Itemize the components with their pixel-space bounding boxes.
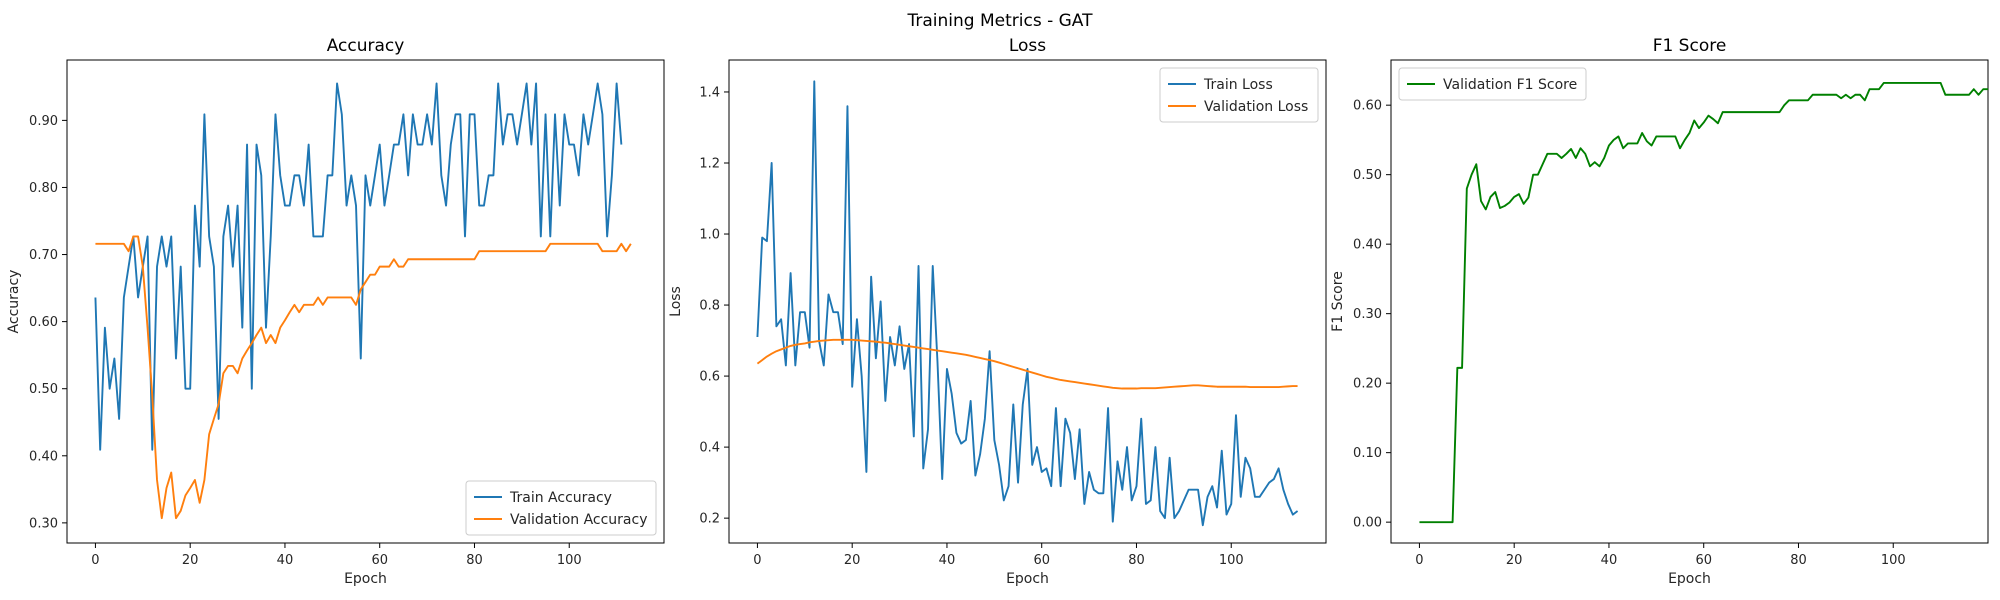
accuracy-y-axis-label: Accuracy [6,270,22,334]
train-accuracy-legend-label: Train Accuracy [509,490,612,506]
loss-y-tick-label: 0.6 [699,370,720,385]
loss-panel: 0 20 40 60 80 100 0.2 0.4 0.6 0.8 1.0 1.2 1.4 Epoch Lo… [668,36,1327,587]
accuracy-x-tick-label: 40 [277,553,294,568]
accuracy-x-tick-label: 0 [91,553,99,568]
loss-y-tick-label: 1.0 [699,228,720,243]
loss-x-axis-label: Epoch [1006,571,1049,587]
accuracy-y-tick-label: 0.80 [29,181,58,196]
accuracy-y-tick-label: 0.50 [29,382,58,397]
f1-score-x-axis-label: Epoch [1668,571,1711,587]
loss-legend-box [1159,67,1319,123]
f1-score-y-tick-label: 0.50 [1353,168,1382,183]
validation-f1-score-line [1419,81,1988,524]
accuracy-x-tick-label: 100 [557,553,582,568]
f1-score-y-tick-label: 0.20 [1353,377,1382,392]
train-accuracy-line [94,82,623,451]
accuracy-y-tick-label: 0.40 [29,449,58,464]
train-loss-line [756,80,1299,527]
accuracy-legend: Train Accuracy Validation Accuracy [465,480,657,536]
validation-f1-score-legend-label: Validation F1 Score [1443,77,1577,93]
loss-panel-title: Loss [1009,36,1046,56]
loss-x-tick-label: 40 [939,553,956,568]
accuracy-y-tick-label: 0.60 [29,315,58,330]
loss-y-tick-label: 0.2 [699,512,720,527]
accuracy-y-tick-label: 0.70 [29,248,58,263]
accuracy-y-tick-label: 0.30 [29,516,58,531]
loss-x-tick-label: 20 [844,553,861,568]
loss-x-tick-label: 100 [1219,553,1244,568]
loss-y-tick-label: 1.2 [699,156,720,171]
f1-score-legend: Validation F1 Score [1398,67,1587,101]
f1-score-x-tick-label: 40 [1601,553,1618,568]
figure-suptitle: Training Metrics - GAT [907,11,1094,31]
f1-score-x-tick-label: 0 [1415,553,1423,568]
accuracy-x-tick-label: 20 [182,553,199,568]
validation-accuracy-legend-label: Validation Accuracy [510,512,648,528]
f1-score-x-tick-label: 20 [1506,553,1523,568]
f1-score-x-tick-label: 100 [1881,553,1906,568]
f1-score-x-tick-label: 60 [1695,553,1712,568]
validation-loss-legend-label: Validation Loss [1204,99,1308,115]
accuracy-panel: 0 20 40 60 80 100 0.30 0.40 0.50 0.60 0.70 0.80 0.90… [6,36,665,587]
accuracy-axes-frame [66,59,665,544]
loss-legend: Train Loss Validation Loss [1159,67,1319,123]
train-loss-legend-label: Train Loss [1203,77,1273,93]
f1-score-y-tick-label: 0.00 [1353,516,1382,531]
loss-y-axis-label: Loss [668,286,684,317]
loss-x-tick-label: 60 [1033,553,1050,568]
f1-score-axes-frame [1390,59,1989,544]
f1-score-y-tick-label: 0.40 [1353,238,1382,253]
f1-score-y-tick-label: 0.60 [1353,99,1382,114]
accuracy-x-tick-label: 80 [466,553,483,568]
accuracy-panel-title: Accuracy [327,36,405,56]
f1-score-panel-title: F1 Score [1653,36,1727,56]
accuracy-legend-box [465,480,657,536]
f1-score-y-axis-label: F1 Score [1330,271,1346,332]
f1-score-panel: 0 20 40 60 80 100 0.00 0.10 0.20 0.30 0.40 0.50 0.60… [1330,36,1989,587]
accuracy-x-tick-label: 60 [371,553,388,568]
loss-y-tick-label: 1.4 [699,85,720,100]
f1-score-x-tick-label: 80 [1790,553,1807,568]
f1-score-y-tick-label: 0.30 [1353,307,1382,322]
loss-x-tick-label: 0 [753,553,761,568]
loss-y-tick-label: 0.8 [699,299,720,314]
accuracy-x-axis-label: Epoch [344,571,387,587]
validation-loss-line [756,338,1298,390]
f1-score-legend-box [1398,67,1587,101]
validation-accuracy-line [95,235,632,520]
f1-score-y-tick-label: 0.10 [1353,446,1382,461]
accuracy-y-tick-label: 0.90 [29,114,58,129]
loss-x-tick-label: 80 [1128,553,1145,568]
loss-y-tick-label: 0.4 [699,441,720,456]
